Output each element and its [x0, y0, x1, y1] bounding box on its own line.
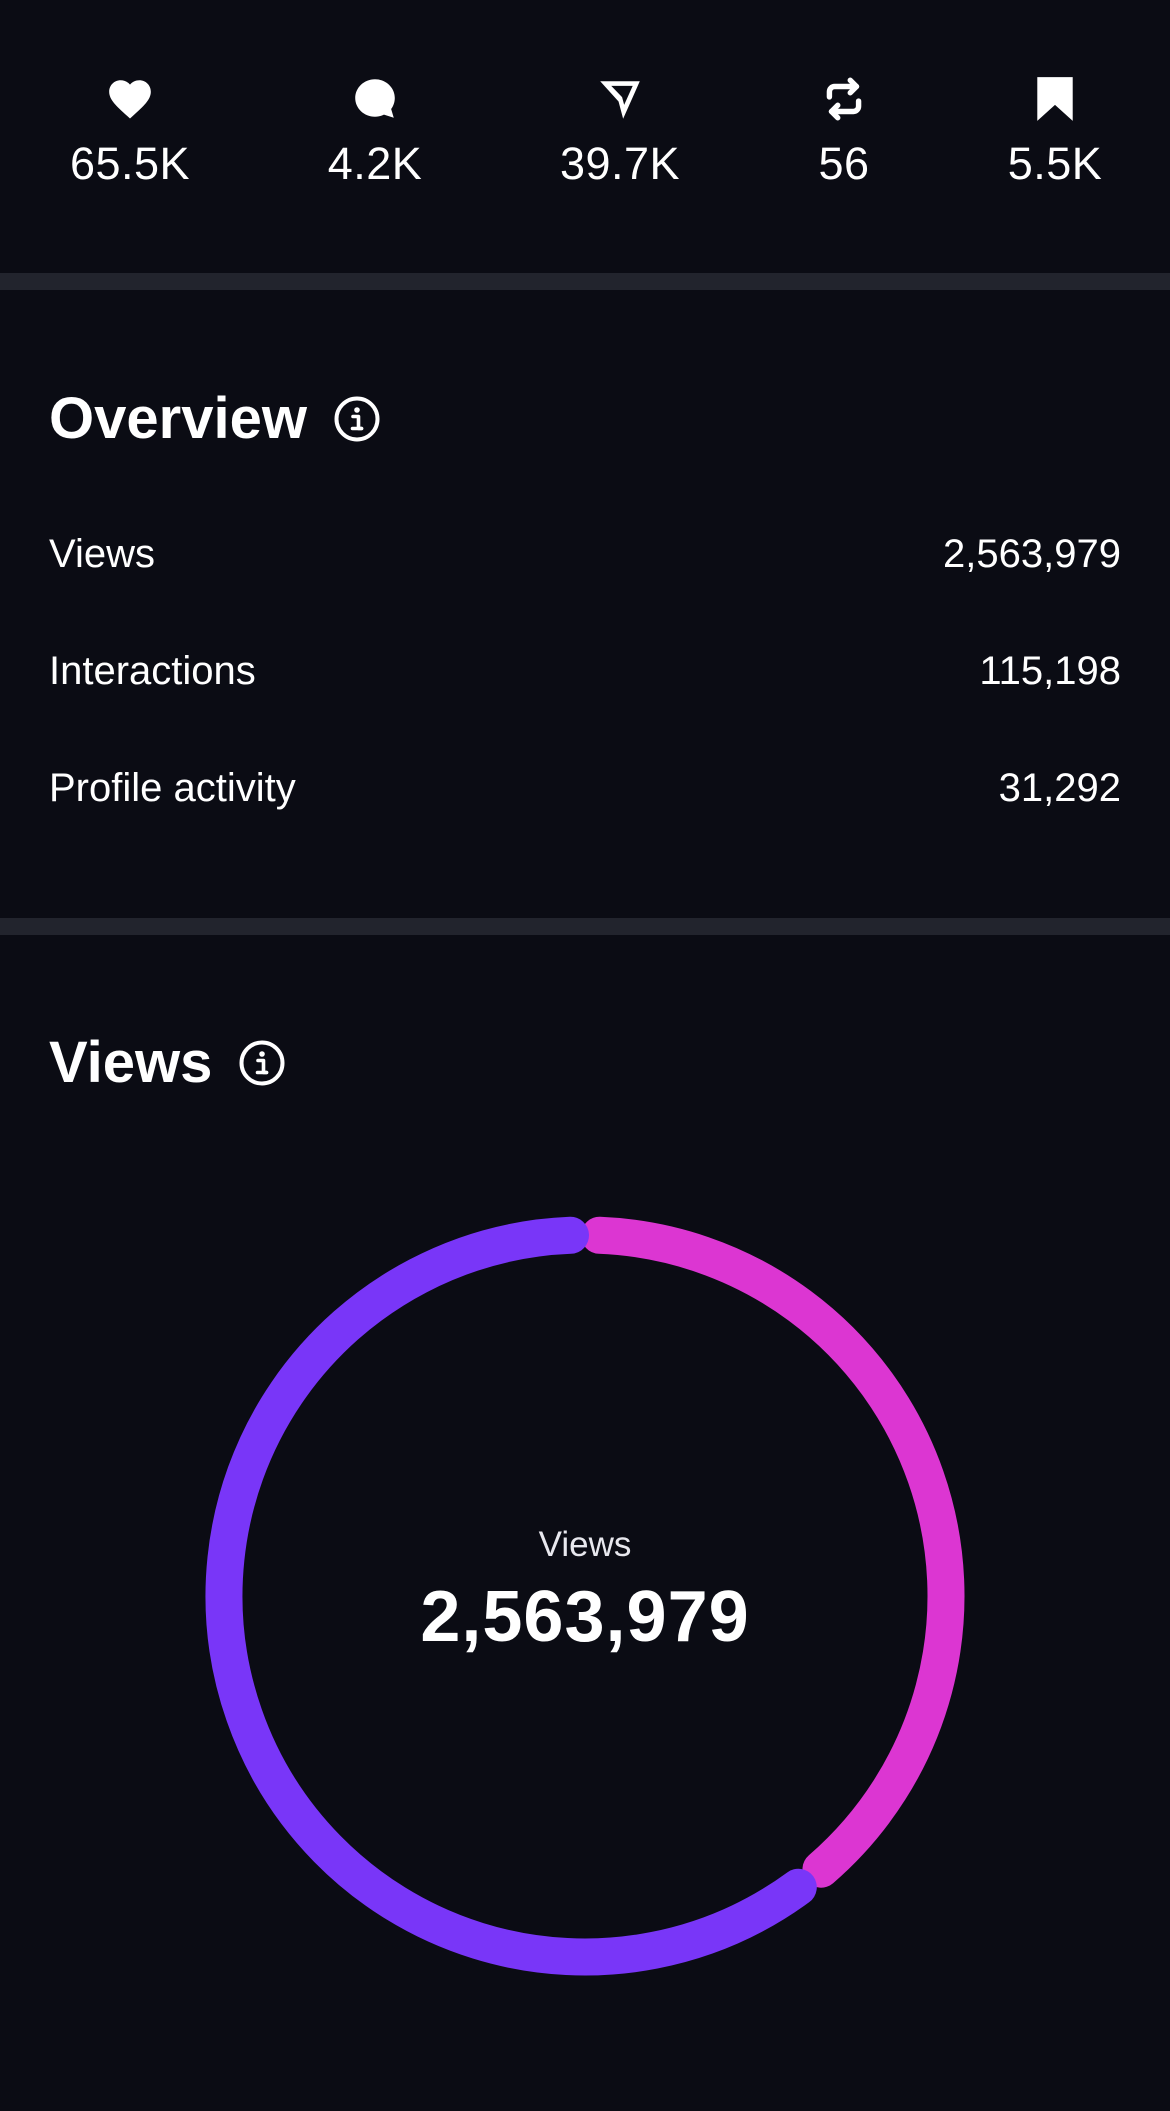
views-title: Views: [49, 1030, 213, 1095]
section-divider: [0, 273, 1170, 290]
donut-center: Views 2,563,979: [205, 1216, 965, 1976]
metric-label: Views: [49, 532, 155, 576]
overview-title: Overview: [49, 386, 307, 451]
send-icon: [595, 74, 645, 124]
saves-stat[interactable]: 5.5K: [945, 74, 1165, 190]
bookmark-icon: [1030, 74, 1080, 124]
overview-row-interactions[interactable]: Interactions 115,198: [49, 646, 1121, 696]
donut-segment-2: [205, 1216, 817, 1976]
donut-segment-1: [580, 1216, 965, 1888]
comments-count: 4.2K: [327, 138, 423, 189]
shares-count: 39.7K: [559, 138, 681, 189]
likes-count: 65.5K: [69, 138, 191, 189]
engagement-stats-bar: 65.5K 4.2K 39.7K 56 5.5K: [0, 0, 1170, 272]
donut-svg: [205, 1216, 965, 1976]
views-donut-chart: Views 2,563,979: [205, 1216, 965, 1976]
donut-center-value: 2,563,979: [420, 1577, 750, 1657]
comment-icon: [350, 74, 400, 124]
reposts-count: 56: [818, 138, 870, 189]
overview-row-profile-activity[interactable]: Profile activity 31,292: [49, 763, 1121, 813]
shares-stat[interactable]: 39.7K: [510, 74, 730, 190]
section-divider: [0, 918, 1170, 935]
metric-label: Interactions: [49, 649, 256, 693]
repost-icon: [819, 74, 869, 124]
reposts-stat[interactable]: 56: [734, 74, 954, 190]
metric-value: 31,292: [998, 766, 1121, 810]
comments-stat[interactable]: 4.2K: [265, 74, 485, 190]
views-section-title: Views: [49, 1028, 286, 1098]
donut-center-label: Views: [538, 1525, 632, 1564]
heart-icon: [105, 74, 155, 124]
metric-value: 2,563,979: [943, 532, 1121, 576]
likes-stat[interactable]: 65.5K: [20, 74, 240, 190]
info-icon[interactable]: [238, 1039, 286, 1087]
info-icon[interactable]: [333, 395, 381, 443]
overview-section-title: Overview: [49, 384, 381, 454]
metric-value: 115,198: [979, 649, 1121, 693]
overview-row-views[interactable]: Views 2,563,979: [49, 529, 1121, 579]
metric-label: Profile activity: [49, 766, 296, 810]
saves-count: 5.5K: [1007, 138, 1103, 189]
